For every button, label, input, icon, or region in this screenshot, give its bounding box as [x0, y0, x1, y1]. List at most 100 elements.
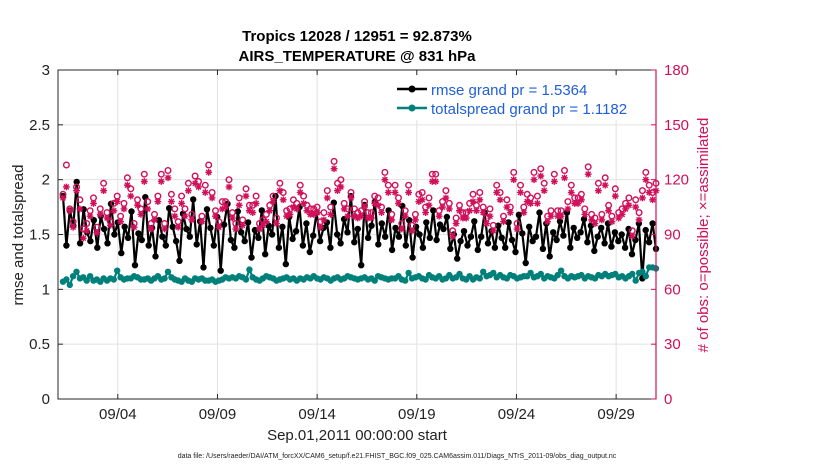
y-tick-label: 1.5: [29, 227, 50, 244]
obs-possible-marker: [242, 185, 250, 193]
x-tick-label: 09/29: [597, 406, 635, 423]
point-rmse: [447, 245, 454, 252]
obs-possible-marker: [164, 166, 172, 174]
point-totalspread: [480, 268, 487, 275]
point-rmse: [128, 208, 135, 215]
point-rmse: [378, 220, 385, 227]
point-rmse: [186, 233, 193, 240]
point-rmse: [262, 251, 269, 258]
point-totalspread: [110, 276, 118, 283]
obs-assimilated-marker: [90, 200, 97, 207]
footnote: data file: /Users/raeder/DAI/ATM_forcXX/…: [178, 453, 617, 460]
obs-assimilated-marker: [635, 216, 643, 224]
obs-possible-marker: [561, 166, 569, 174]
obs-assimilated-marker: [486, 212, 494, 220]
obs-assimilated-marker: [374, 201, 382, 209]
obs-assimilated-marker: [510, 176, 518, 184]
obs-assimilated-marker: [425, 201, 433, 209]
obs-assimilated-marker: [608, 218, 616, 226]
obs-assimilated-marker: [296, 189, 304, 196]
point-rmse: [416, 231, 423, 238]
obs-assimilated-marker: [537, 172, 545, 180]
obs-possible-marker: [645, 181, 653, 189]
legend-spread-label: totalspread grand pr = 1.1182: [431, 101, 627, 118]
y2-tick-label: 150: [664, 117, 689, 134]
obs-possible-marker: [123, 174, 131, 182]
point-rmse: [145, 242, 152, 249]
point-rmse: [265, 222, 272, 229]
obs-assimilated-marker: [435, 212, 443, 220]
point-rmse: [131, 262, 139, 269]
obs-assimilated-marker: [615, 214, 623, 222]
obs-assimilated-marker: [269, 198, 277, 205]
obs-assimilated-marker: [239, 221, 246, 229]
point-totalspread: [422, 276, 429, 283]
obs-possible-marker: [418, 188, 426, 196]
y-tick-label: 0: [42, 391, 50, 408]
obs-possible-marker: [323, 187, 331, 195]
obs-possible-marker: [469, 190, 477, 198]
obs-possible-marker: [184, 179, 192, 187]
point-rmse: [255, 234, 262, 241]
obs-possible-marker: [350, 205, 358, 213]
obs-assimilated-marker: [232, 225, 240, 233]
obs-possible-marker: [381, 168, 389, 176]
point-rmse: [190, 196, 197, 203]
obs-assimilated-marker: [469, 198, 477, 205]
obs-assimilated-marker: [439, 203, 446, 211]
point-rmse: [460, 228, 468, 235]
obs-possible-marker: [225, 176, 233, 184]
obs-assimilated-marker: [598, 216, 606, 224]
point-rmse: [351, 239, 358, 246]
obs-possible-marker: [276, 179, 284, 187]
obs-assimilated-marker: [245, 207, 253, 215]
point-rmse: [124, 234, 132, 241]
obs-assimilated-marker: [59, 194, 67, 202]
obs-possible-marker: [76, 196, 84, 204]
point-rmse: [395, 233, 403, 240]
point-rmse: [334, 231, 341, 238]
obs-assimilated-marker: [191, 179, 199, 187]
point-rmse: [94, 244, 101, 251]
obs-assimilated-marker: [581, 210, 589, 218]
obs-assimilated-marker: [310, 210, 318, 218]
point-rmse: [553, 236, 560, 244]
obs-assimilated-marker: [645, 189, 653, 196]
obs-possible-marker: [632, 196, 640, 204]
obs-assimilated-marker: [361, 203, 368, 211]
legend-spread-marker: [408, 104, 416, 112]
obs-assimilated-marker: [205, 168, 213, 176]
point-rmse: [532, 233, 540, 240]
obs-assimilated-marker: [473, 207, 480, 215]
point-rmse: [467, 233, 475, 240]
obs-assimilated-marker: [117, 218, 124, 226]
y-tick-label: 2: [42, 172, 50, 189]
obs-assimilated-marker: [344, 212, 352, 220]
point-rmse: [316, 237, 324, 245]
obs-assimilated-marker: [611, 192, 619, 200]
obs-possible-marker: [537, 165, 545, 173]
obs-possible-marker: [157, 170, 165, 178]
obs-assimilated-marker: [103, 214, 111, 222]
point-totalspread: [66, 281, 74, 289]
point-totalspread: [642, 273, 649, 280]
obs-assimilated-marker: [161, 225, 169, 233]
point-rmse: [464, 242, 471, 249]
obs-assimilated-marker: [127, 192, 135, 200]
chart-title-line1: Tropics 12028 / 12951 = 92.873%: [242, 28, 472, 45]
point-totalspread: [490, 269, 497, 277]
obs-assimilated-marker: [479, 209, 487, 216]
point-rmse: [63, 242, 70, 249]
obs-possible-marker: [625, 194, 633, 202]
obs-assimilated-marker: [398, 225, 406, 233]
point-rmse: [621, 244, 629, 251]
point-rmse: [238, 229, 245, 236]
y2-tick-label: 30: [664, 336, 681, 353]
obs-possible-marker: [384, 181, 392, 189]
point-rmse: [275, 244, 283, 251]
point-rmse: [310, 232, 317, 239]
obs-possible-marker: [252, 192, 260, 200]
point-totalspread: [242, 276, 250, 283]
obs-assimilated-marker: [93, 229, 101, 237]
obs-possible-marker: [530, 168, 538, 176]
